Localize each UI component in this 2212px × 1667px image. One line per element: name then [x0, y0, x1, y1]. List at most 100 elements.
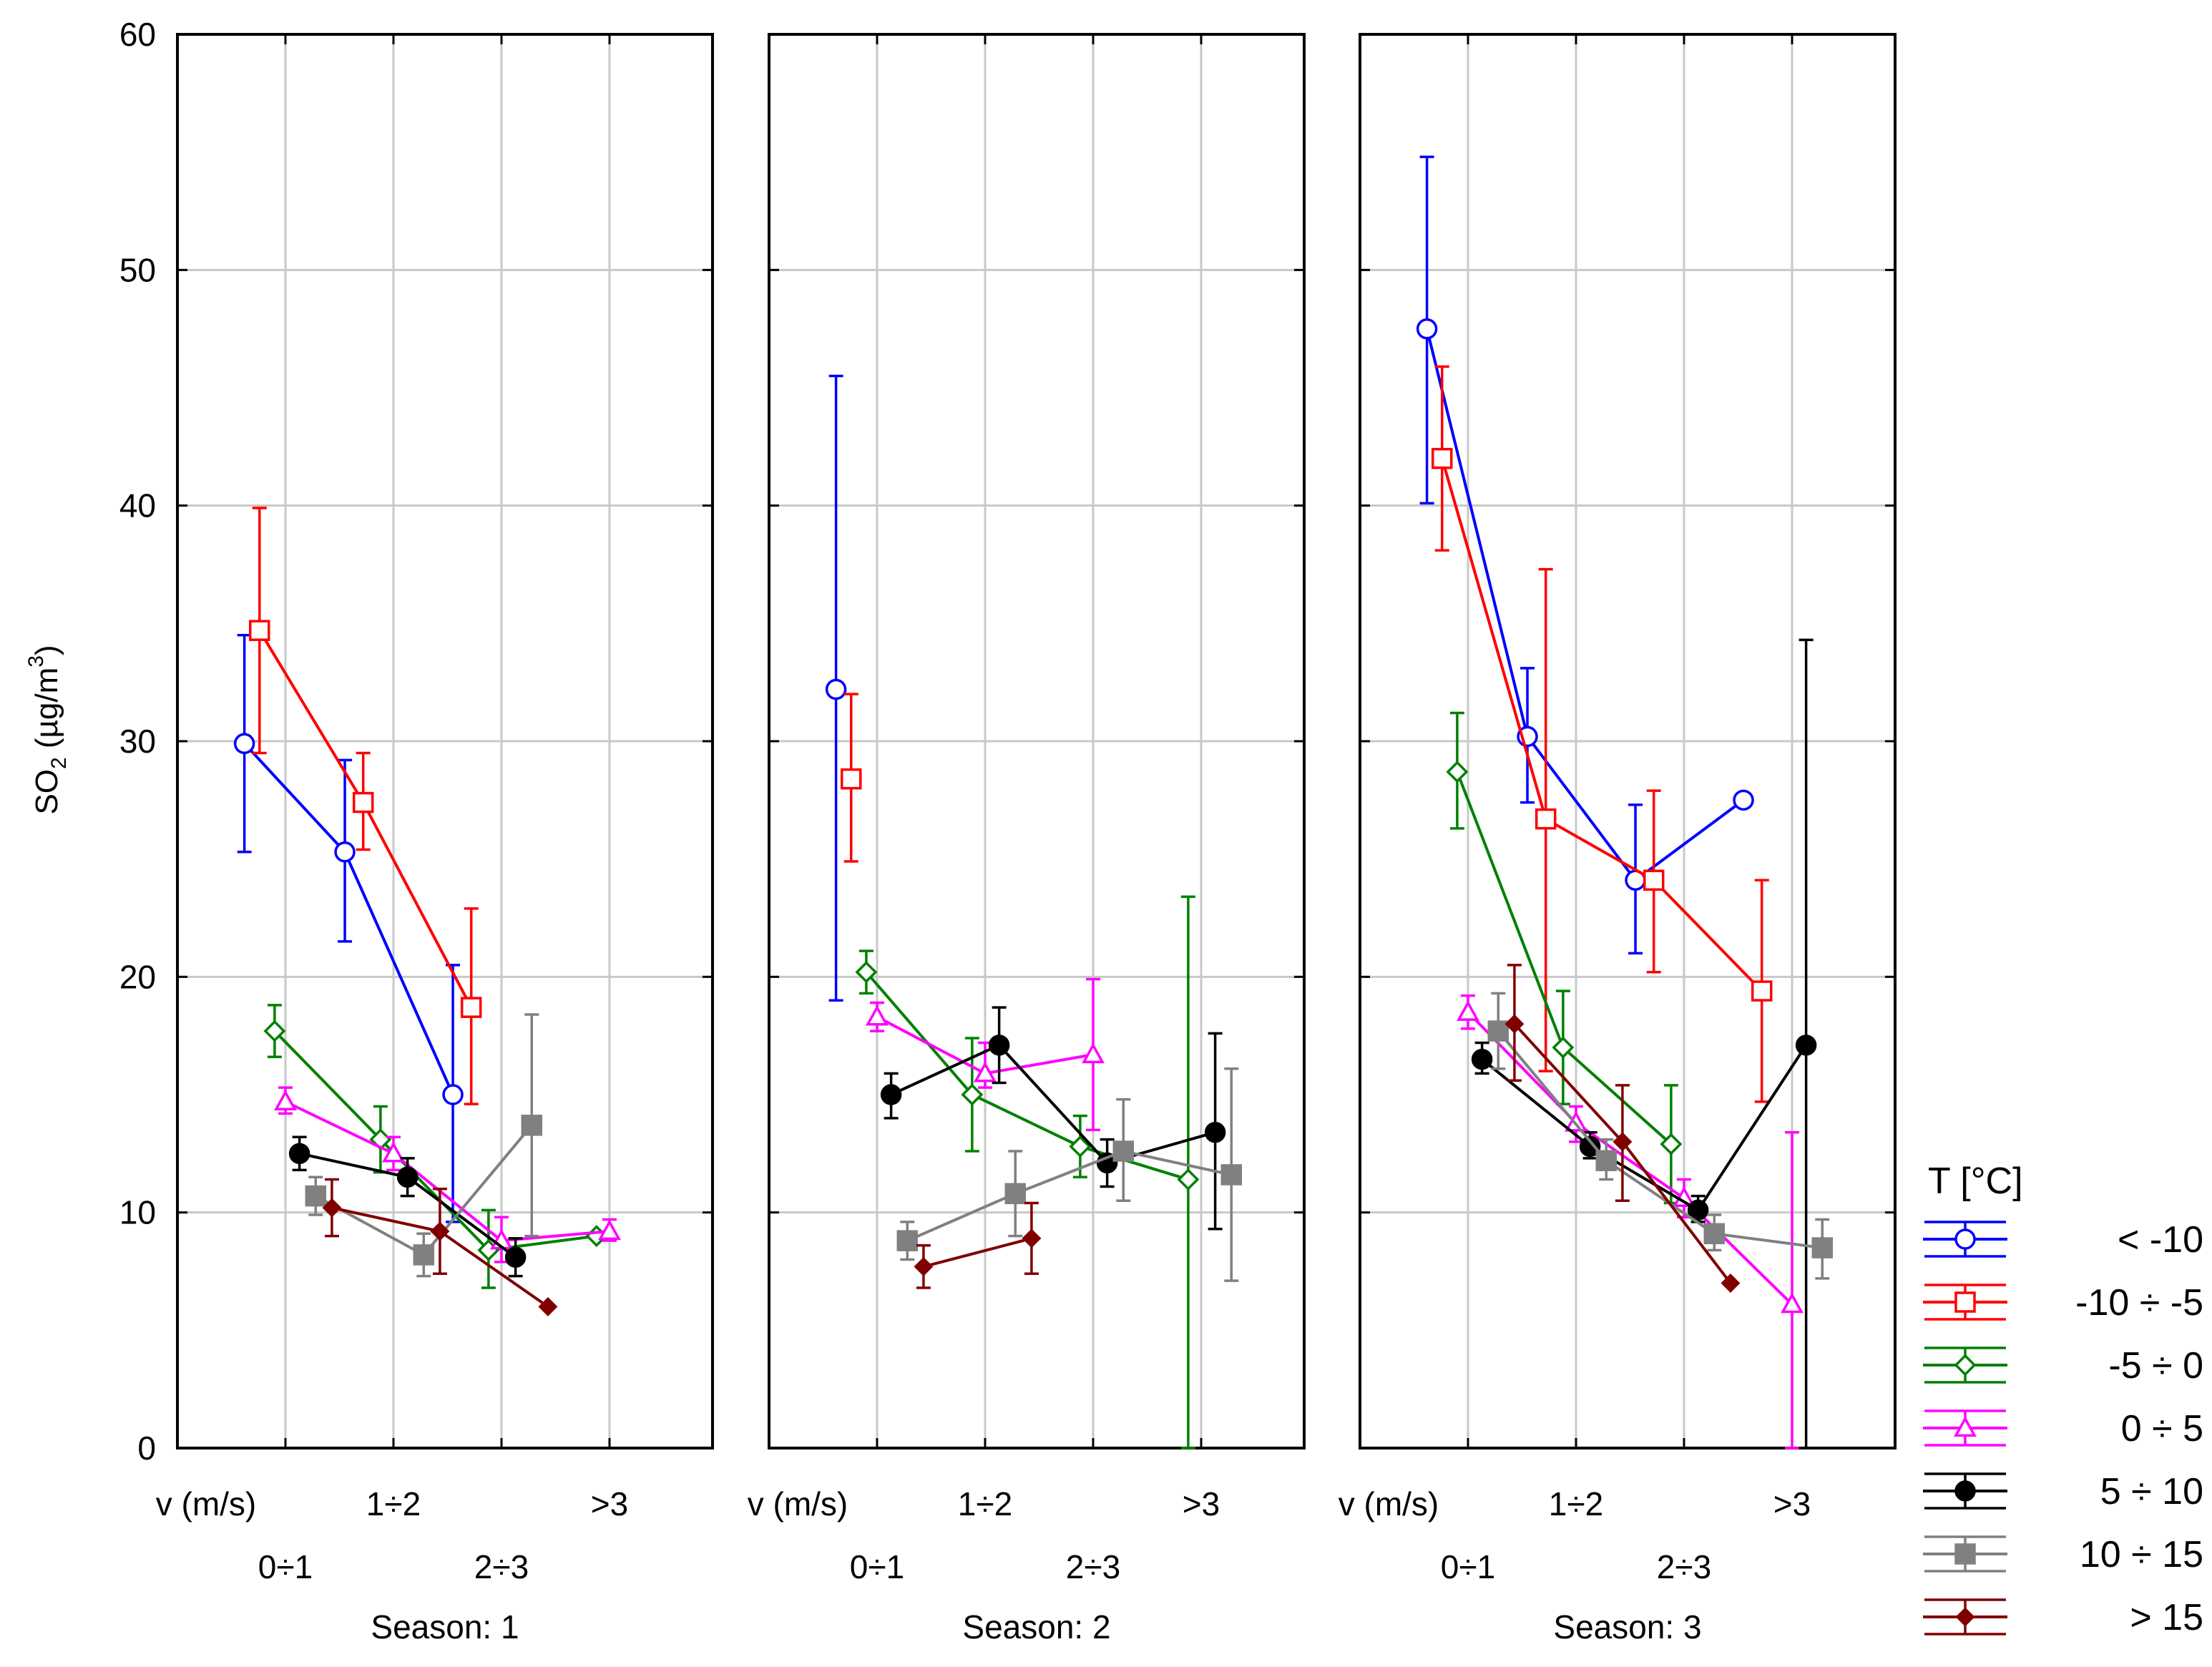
legend-entry-2: -5 ÷ 0	[1923, 1345, 2203, 1387]
data-point	[334, 841, 356, 863]
series-2-panel-0	[263, 1004, 608, 1289]
legend-label: -5 ÷ 0	[2108, 1345, 2203, 1387]
data-point	[914, 1256, 934, 1276]
series-0-panel-1	[825, 374, 847, 1002]
y-axis-label-sup: 3	[24, 655, 48, 668]
x-category-label: 0÷1	[1441, 1548, 1495, 1585]
series-line	[890, 1043, 1216, 1165]
data-point	[1781, 1292, 1804, 1314]
panel-frame	[768, 33, 1306, 1450]
y-tick-label: 0	[137, 1429, 156, 1467]
series-2-panel-1	[855, 895, 1200, 1450]
y-tick-label: 40	[119, 487, 156, 524]
data-point	[1673, 1186, 1695, 1208]
y-axis-label-unit: (µg/m	[29, 668, 64, 758]
y-tick-label: 20	[119, 958, 156, 995]
series-2-panel-2	[1446, 711, 1683, 1205]
series-6-panel-0	[322, 1178, 558, 1316]
data-point	[1082, 1042, 1105, 1064]
series-0-panel-2	[1416, 155, 1754, 955]
series-5-panel-2	[1487, 992, 1834, 1280]
legend-marker	[1955, 1607, 1975, 1627]
panel-label: Season: 3	[1553, 1608, 1701, 1646]
data-point	[1112, 1140, 1135, 1162]
data-point	[825, 678, 847, 700]
data-point	[263, 1020, 286, 1042]
data-point	[322, 1198, 342, 1218]
series-line	[1467, 1011, 1793, 1306]
legend-label: 10 ÷ 15	[2080, 1534, 2203, 1575]
legend-title: T [°C]	[1928, 1160, 2023, 1202]
panel-frames	[176, 33, 1897, 1450]
data-point	[1204, 1121, 1226, 1143]
y-axis-label-base: SO	[29, 769, 64, 815]
data-point	[1022, 1228, 1042, 1248]
series-5-panel-1	[896, 1067, 1243, 1282]
data-point	[1595, 1150, 1618, 1171]
data-point	[1612, 1132, 1633, 1152]
data-point	[413, 1244, 435, 1266]
legend-marker	[1954, 1480, 1976, 1502]
data-point	[1733, 789, 1754, 811]
legend-label: -10 ÷ -5	[2075, 1282, 2203, 1324]
legend-marker	[1954, 1228, 1976, 1250]
data-point	[538, 1296, 558, 1316]
data-point	[430, 1221, 450, 1241]
x-category-label: 2÷3	[1066, 1548, 1120, 1585]
data-point	[1535, 808, 1557, 830]
data-point	[1504, 1014, 1525, 1034]
legend-label: 0 ÷ 5	[2121, 1408, 2203, 1450]
series-line	[923, 1236, 1032, 1268]
panel-label: Season: 2	[962, 1608, 1110, 1646]
y-tick-label: 50	[119, 251, 156, 288]
y-axis-label-sub: 2	[47, 757, 71, 769]
data-point	[1177, 1168, 1200, 1191]
series-1-panel-2	[1432, 365, 1773, 1103]
legend-marker	[1954, 1543, 1976, 1565]
x-axis-label: v (m/s)	[748, 1485, 848, 1522]
series-line	[1440, 458, 1763, 992]
series-line	[1497, 1030, 1823, 1250]
legend-label: 5 ÷ 10	[2100, 1471, 2203, 1512]
series-4-panel-0	[288, 1135, 527, 1278]
legend-entry-0: < -10	[1923, 1219, 2203, 1261]
data-point	[1487, 1020, 1509, 1042]
data-point	[382, 1141, 405, 1163]
data-point	[288, 1143, 310, 1165]
legend-marker	[1954, 1354, 1977, 1377]
legend-entry-5: 10 ÷ 15	[1923, 1534, 2203, 1575]
data-point	[442, 1084, 464, 1105]
legend-entry-4: 5 ÷ 10	[1923, 1471, 2203, 1512]
series-line	[906, 1149, 1232, 1243]
legend: T [°C] < -10 -10 ÷ -5 -5 ÷ 0 0 ÷ 5 5 ÷ 10 10 …	[1923, 1160, 2203, 1638]
data-point	[1416, 318, 1438, 340]
series-4-panel-2	[1471, 638, 1817, 1450]
data-point	[880, 1084, 902, 1105]
grid-layer	[177, 34, 1895, 1448]
series-3-panel-2	[1457, 994, 1804, 1450]
series-0-panel-0	[233, 634, 464, 1223]
data-point	[1751, 980, 1773, 1002]
data-point	[274, 1090, 297, 1111]
data-point	[352, 791, 374, 813]
legend-entry-1: -10 ÷ -5	[1923, 1282, 2203, 1324]
data-point	[1432, 448, 1453, 469]
x-category-label: 1÷2	[366, 1485, 421, 1522]
y-tick-label: 30	[119, 723, 156, 760]
data-point	[988, 1035, 1010, 1056]
data-point	[1069, 1135, 1092, 1158]
data-point	[1552, 1036, 1575, 1059]
x-category-label: 0÷1	[258, 1548, 313, 1585]
data-point	[521, 1115, 543, 1136]
series-line	[273, 1030, 597, 1252]
x-category-label: 2÷3	[1657, 1548, 1711, 1585]
y-axis-label: SO2 (µg/m3)	[24, 645, 71, 814]
data-point	[1703, 1223, 1726, 1245]
data-point	[1687, 1199, 1709, 1221]
panel-frame	[1359, 33, 1897, 1450]
data-point	[1565, 1110, 1587, 1132]
series-line	[285, 1100, 610, 1243]
legend-label: < -10	[2118, 1219, 2203, 1261]
